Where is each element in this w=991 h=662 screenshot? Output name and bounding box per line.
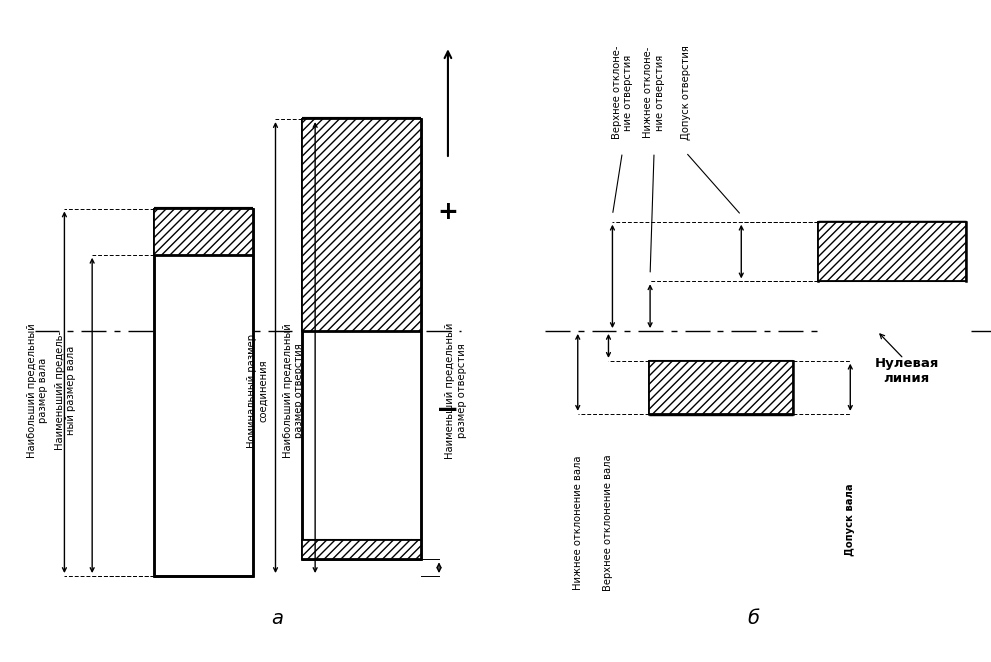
Text: Верхнее отклонение вала: Верхнее отклонение вала <box>604 455 613 591</box>
Text: Наибольший предельный
размер отверстия: Наибольший предельный размер отверстия <box>282 323 304 458</box>
Text: −: − <box>436 397 460 424</box>
Text: Наименьший предельный
размер отверстия: Наименьший предельный размер отверстия <box>445 322 467 459</box>
Bar <box>154 209 253 576</box>
Text: Нижнее отклоне-
ние отверстия: Нижнее отклоне- ние отверстия <box>643 47 665 138</box>
Text: Допуск вала: Допуск вала <box>845 483 855 556</box>
Text: +: + <box>437 200 459 224</box>
Text: а: а <box>272 610 283 628</box>
Bar <box>818 222 966 281</box>
Text: Допуск отверстия: Допуск отверстия <box>681 45 691 140</box>
Bar <box>302 119 421 559</box>
Text: Верхнее отклоне-
ние отверстия: Верхнее отклоне- ние отверстия <box>611 46 633 140</box>
Bar <box>649 361 793 414</box>
Text: Нулевая
линия: Нулевая линия <box>875 357 938 385</box>
Bar <box>302 119 421 331</box>
Bar <box>302 540 421 559</box>
Text: Наименьший предель-
ный размер вала: Наименьший предель- ный размер вала <box>55 331 76 450</box>
Text: Наибольший предельный
размер вала: Наибольший предельный размер вала <box>27 323 49 458</box>
Bar <box>154 209 253 255</box>
Text: Нижнее отклонение вала: Нижнее отклонение вала <box>573 455 583 591</box>
Text: Номинальный размер
соединения: Номинальный размер соединения <box>247 334 269 448</box>
Text: б: б <box>747 610 759 628</box>
